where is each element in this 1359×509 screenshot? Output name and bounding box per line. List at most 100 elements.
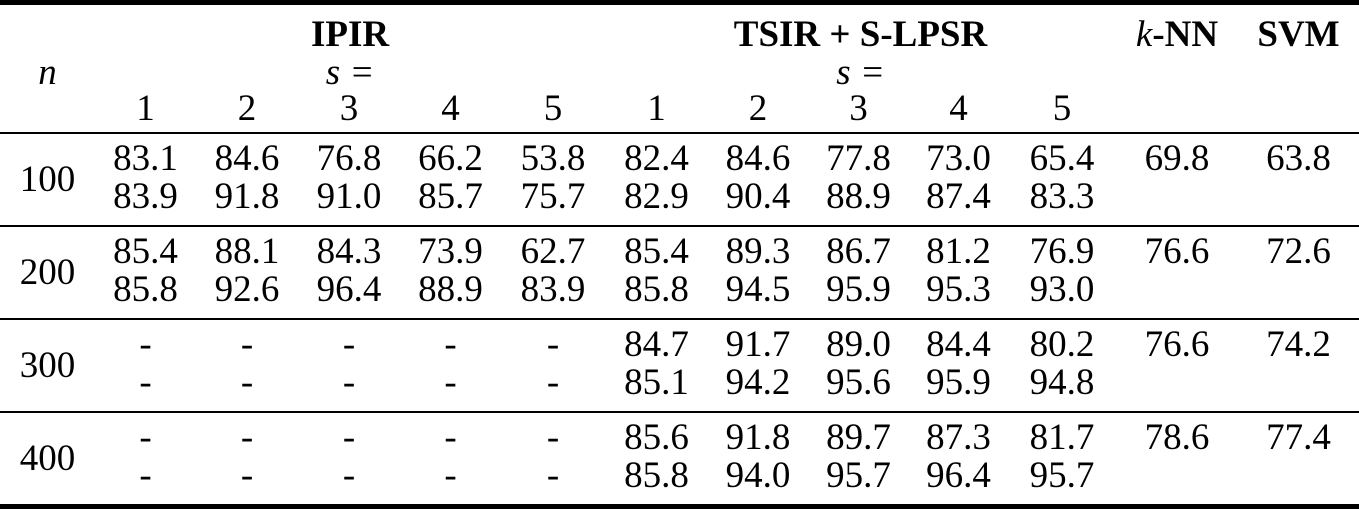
header-group-tsir-slpsr: TSIR + S-LPSR xyxy=(733,14,988,54)
cell-line1: 91.7 xyxy=(725,324,791,365)
table-cell: 73.0 87.4 xyxy=(909,133,1008,226)
cell-line1: 81.7 xyxy=(1029,417,1095,458)
cell-line2: 95.7 xyxy=(1029,455,1095,496)
header-spacer xyxy=(0,91,95,134)
cell-line1: 84.6 xyxy=(725,138,791,179)
s-column-header: 5 xyxy=(501,91,605,134)
s-column-header: 1 xyxy=(605,91,708,134)
table-cell: 66.2 85.7 xyxy=(400,133,501,226)
s-column-header: 3 xyxy=(298,91,400,134)
cell-line1: - xyxy=(342,324,356,365)
table-cell: -- xyxy=(400,411,501,507)
cell-line2: 85.1 xyxy=(624,362,689,403)
table-header: IPIR TSIR + S-LPSR k-NN SVM n s = s = 1 … xyxy=(0,3,1359,134)
cell-line2: 85.8 xyxy=(624,269,689,310)
cell-line2: 96.4 xyxy=(316,269,382,310)
knn-value: 76.6 xyxy=(1144,231,1210,272)
cell-line1: 88.1 xyxy=(214,231,280,272)
svm-value-cell: 72.6 xyxy=(1238,225,1359,319)
cell-line2: 94.8 xyxy=(1029,362,1095,403)
table-cell: 88.1 92.6 xyxy=(196,225,298,319)
cell-line2: 85.7 xyxy=(418,176,483,217)
knn-value-cell: 69.8 xyxy=(1116,133,1238,226)
cell-line2: 83.3 xyxy=(1029,176,1095,217)
cell-line2: 90.4 xyxy=(725,176,791,217)
s-equals-label-ipir: s = xyxy=(325,54,375,91)
s-equals-label-tsir: s = xyxy=(836,54,885,91)
cell-line2: 92.6 xyxy=(214,269,280,310)
s-column-header: 2 xyxy=(708,91,808,134)
cell-line1: - xyxy=(139,324,152,365)
header-spacer xyxy=(1238,91,1359,134)
cell-line2: - xyxy=(240,362,254,403)
knn-value-cell: 76.6 xyxy=(1116,225,1238,319)
table-cell: -- xyxy=(95,411,196,507)
cell-line2: - xyxy=(444,455,457,496)
cell-line1: 77.8 xyxy=(826,138,891,179)
row-label: 100 xyxy=(0,133,95,226)
n-value: 100 xyxy=(19,158,76,200)
header-spacer xyxy=(0,3,95,55)
knn-k-symbol: k xyxy=(1135,14,1153,54)
cell-line2: 91.0 xyxy=(316,176,382,217)
n-value: 400 xyxy=(19,437,76,479)
cell-line2: 83.9 xyxy=(520,269,586,310)
cell-line2: 85.8 xyxy=(624,455,689,496)
cell-line1: 62.7 xyxy=(520,231,586,272)
table-cell: 80.2 94.8 xyxy=(1008,318,1116,412)
cell-line1: 82.4 xyxy=(624,138,689,179)
knn-value: 76.6 xyxy=(1144,324,1210,365)
cell-line2: - xyxy=(342,455,356,496)
cell-line1: 73.0 xyxy=(926,138,991,179)
header-spacer xyxy=(1238,54,1359,91)
table-cell: -- xyxy=(298,411,400,507)
knn-value-cell: 76.6 xyxy=(1116,318,1238,412)
cell-line1: 89.0 xyxy=(826,324,891,365)
cell-line2: 95.6 xyxy=(826,362,891,403)
cell-line1: - xyxy=(546,417,560,458)
cell-line1: 84.7 xyxy=(624,324,689,365)
cell-line1: 83.1 xyxy=(113,138,178,179)
cell-line1: 76.8 xyxy=(316,138,382,179)
cell-line1: 76.9 xyxy=(1029,231,1095,272)
table-cell: 53.8 75.7 xyxy=(501,133,605,226)
header-svm: SVM xyxy=(1257,14,1340,54)
cell-line2: 93.0 xyxy=(1029,269,1095,310)
table-row-n400: 400 -- -- -- -- -- 85.6 85.8 91.8 94.0 89.… xyxy=(0,411,1359,507)
svm-value-cell: 63.8 xyxy=(1238,133,1359,226)
header-group-ipir: IPIR xyxy=(310,14,390,54)
knn-value: 69.8 xyxy=(1144,138,1210,179)
table-cell: 81.7 95.7 xyxy=(1008,411,1116,507)
cell-line2: 96.4 xyxy=(926,455,991,496)
table-cell: -- xyxy=(501,318,605,412)
cell-line1: - xyxy=(546,324,560,365)
cell-line1: - xyxy=(444,324,457,365)
cell-line1: 91.8 xyxy=(725,417,791,458)
svm-value: 77.4 xyxy=(1266,417,1331,458)
cell-line1: - xyxy=(444,417,457,458)
cell-line1: 85.6 xyxy=(624,417,689,458)
table-cell: 85.4 85.8 xyxy=(605,225,708,319)
cell-line2: 94.2 xyxy=(725,362,791,403)
cell-line1: - xyxy=(240,417,254,458)
table-cell: 82.4 82.9 xyxy=(605,133,708,226)
table-cell: 91.7 94.2 xyxy=(708,318,808,412)
cell-line1: 89.7 xyxy=(826,417,891,458)
cell-line1: 66.2 xyxy=(418,138,483,179)
cell-line2: 75.7 xyxy=(520,176,586,217)
cell-line2: 83.9 xyxy=(113,176,178,217)
s-column-header: 4 xyxy=(909,91,1008,134)
cell-line1: 80.2 xyxy=(1029,324,1095,365)
table-cell: 85.6 85.8 xyxy=(605,411,708,507)
cell-line2: - xyxy=(546,362,560,403)
cell-line2: - xyxy=(342,362,356,403)
cell-line2: 87.4 xyxy=(926,176,991,217)
cell-line2: 85.8 xyxy=(113,269,178,310)
cell-line1: 87.3 xyxy=(926,417,991,458)
table-cell: 62.7 83.9 xyxy=(501,225,605,319)
table-row-n200: 200 85.4 85.8 88.1 92.6 84.3 96.4 73.9 88.9 … xyxy=(0,225,1359,319)
cell-line2: 95.7 xyxy=(826,455,891,496)
cell-line1: 84.4 xyxy=(926,324,991,365)
table-cell: 87.3 96.4 xyxy=(909,411,1008,507)
knn-suffix: -NN xyxy=(1152,14,1219,54)
